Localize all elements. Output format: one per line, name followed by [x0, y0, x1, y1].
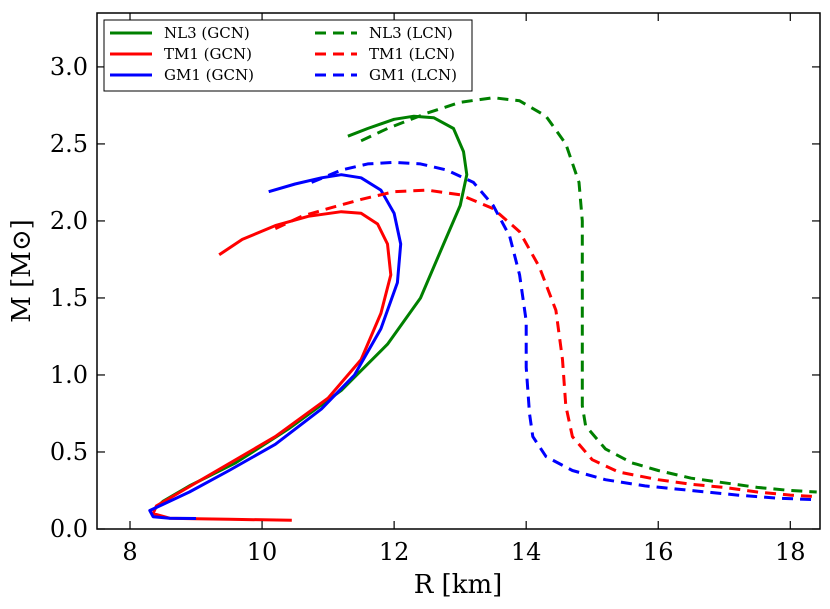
y-tick-label: 1.5: [50, 284, 88, 312]
series-line-nl3-lcn: [360, 96, 817, 494]
x-tick-label: 10: [247, 538, 278, 566]
y-tick-label: 3.0: [50, 53, 88, 81]
x-tick-label: 18: [775, 538, 806, 566]
legend-label: NL3 (GCN): [164, 24, 250, 42]
x-axis-label: R [km]: [414, 570, 503, 600]
y-tick-label: 0.5: [50, 438, 88, 466]
series-line-nl3-gcn: [152, 114, 469, 512]
axis-ticks: [97, 13, 820, 530]
legend-label: TM1 (LCN): [369, 45, 455, 63]
legend-label: TM1 (GCN): [164, 45, 252, 63]
y-axis-label: M [M⊙]: [7, 219, 37, 323]
legend-label: GM1 (LCN): [369, 66, 457, 84]
series-line-gm1-lcn: [311, 160, 817, 502]
x-tick-label: 12: [379, 538, 410, 566]
legend: NL3 (GCN) TM1 (GCN) GM1 (GCN) NL3 (LCN) TM1 …: [103, 19, 473, 92]
series-line-tm1-gcn: [151, 210, 393, 522]
y-tick-label: 2.5: [50, 130, 88, 158]
x-tick-label: 16: [643, 538, 674, 566]
series-line-gm1-gcn: [148, 173, 403, 520]
plot-lines: [148, 96, 817, 522]
legend-label: GM1 (GCN): [164, 66, 254, 84]
plot-frame: [96, 12, 821, 530]
y-tick-label: 2.0: [50, 207, 88, 235]
tick-labels: 8 10 12 14 16 18 0.0 0.5 1.0 1.5 2.0 2.5 3.0: [50, 53, 806, 566]
x-tick-label: 14: [511, 538, 542, 566]
series-line-tm1-lcn: [274, 188, 817, 499]
y-tick-label: 1.0: [50, 361, 88, 389]
x-tick-label: 8: [122, 538, 137, 566]
legend-box: [103, 19, 473, 92]
y-tick-label: 0.0: [50, 515, 88, 543]
legend-label: NL3 (LCN): [369, 24, 453, 42]
